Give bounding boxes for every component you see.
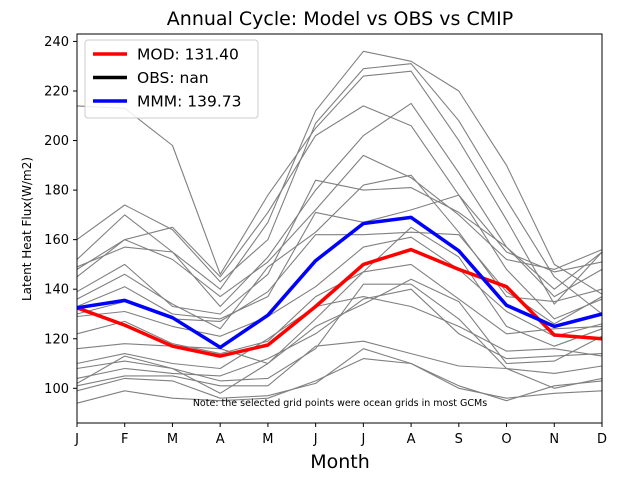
y-tick-label: 160 <box>44 233 69 248</box>
cmip-model-line-6 <box>76 154 603 298</box>
y-tick-label: 240 <box>44 35 69 50</box>
cmip-model-line-1 <box>76 70 603 305</box>
cmip-model-line-20 <box>76 358 603 404</box>
cmip-model-line-2 <box>76 50 603 295</box>
x-tick-label: S <box>455 432 463 447</box>
x-tick-label: J <box>313 432 318 447</box>
y-tick-label: 120 <box>44 332 69 347</box>
mmm-series-line <box>76 215 603 350</box>
legend-label-3: MMM: 139.73 <box>137 93 242 111</box>
y-axis: 100 120 140 160 180 200 220 240 <box>44 35 77 397</box>
x-tick-label: N <box>549 432 559 447</box>
cmip-model-line-15 <box>76 278 603 394</box>
annotation-note: Note: the selected grid points were ocea… <box>193 398 487 409</box>
plot-area-frame <box>76 33 603 424</box>
cmip-model-line-14 <box>76 296 603 370</box>
cmip-model-line-11 <box>76 236 603 337</box>
cmip-model-line-13 <box>76 263 603 365</box>
x-tick-label: J <box>74 432 79 447</box>
x-axis-label: Month <box>310 451 370 473</box>
cmip-model-line-18 <box>76 340 603 389</box>
cmip-model-line-3 <box>76 63 603 315</box>
legend-label-2: OBS: nan <box>137 69 209 87</box>
mod-series-line <box>76 247 603 358</box>
main-series-lines <box>76 215 603 358</box>
legend: MOD: 131.40 OBS: nan MMM: 139.73 <box>84 39 259 119</box>
x-tick-label: J <box>360 432 365 447</box>
y-tick-label: 180 <box>44 184 69 199</box>
x-tick-label: A <box>407 432 416 447</box>
x-tick-label: M <box>167 432 178 447</box>
x-tick-label: O <box>501 432 511 447</box>
y-tick-label: 220 <box>44 84 69 99</box>
cmip-model-lines <box>76 50 603 404</box>
y-axis-label: Latent Heat Flux(W/m2) <box>20 157 34 301</box>
chart-title: Annual Cycle: Model vs OBS vs CMIP <box>167 8 513 30</box>
x-tick-label: M <box>262 432 273 447</box>
x-tick-label: A <box>216 432 225 447</box>
cmip-model-line-19 <box>76 348 603 402</box>
cmip-model-line-17 <box>76 283 603 384</box>
cmip-model-line-9 <box>76 194 603 320</box>
y-tick-label: 200 <box>44 134 69 149</box>
x-tick-label: D <box>597 432 607 447</box>
y-tick-label: 140 <box>44 283 69 298</box>
legend-box <box>84 39 259 119</box>
y-tick-label: 100 <box>44 382 69 397</box>
x-tick-label: F <box>121 432 128 447</box>
legend-label-1: MOD: 131.40 <box>137 46 239 64</box>
cmip-model-line-5 <box>76 102 603 308</box>
